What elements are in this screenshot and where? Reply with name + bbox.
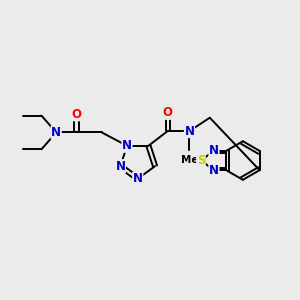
Text: N: N [122,139,132,152]
Text: N: N [116,160,125,172]
Text: O: O [71,108,82,121]
Text: Me: Me [181,154,198,164]
Text: N: N [184,124,194,137]
Text: S: S [197,154,205,167]
Text: N: N [51,126,61,139]
Text: O: O [163,106,173,119]
Text: N: N [209,144,219,158]
Text: N: N [209,164,219,177]
Text: N: N [133,172,143,185]
